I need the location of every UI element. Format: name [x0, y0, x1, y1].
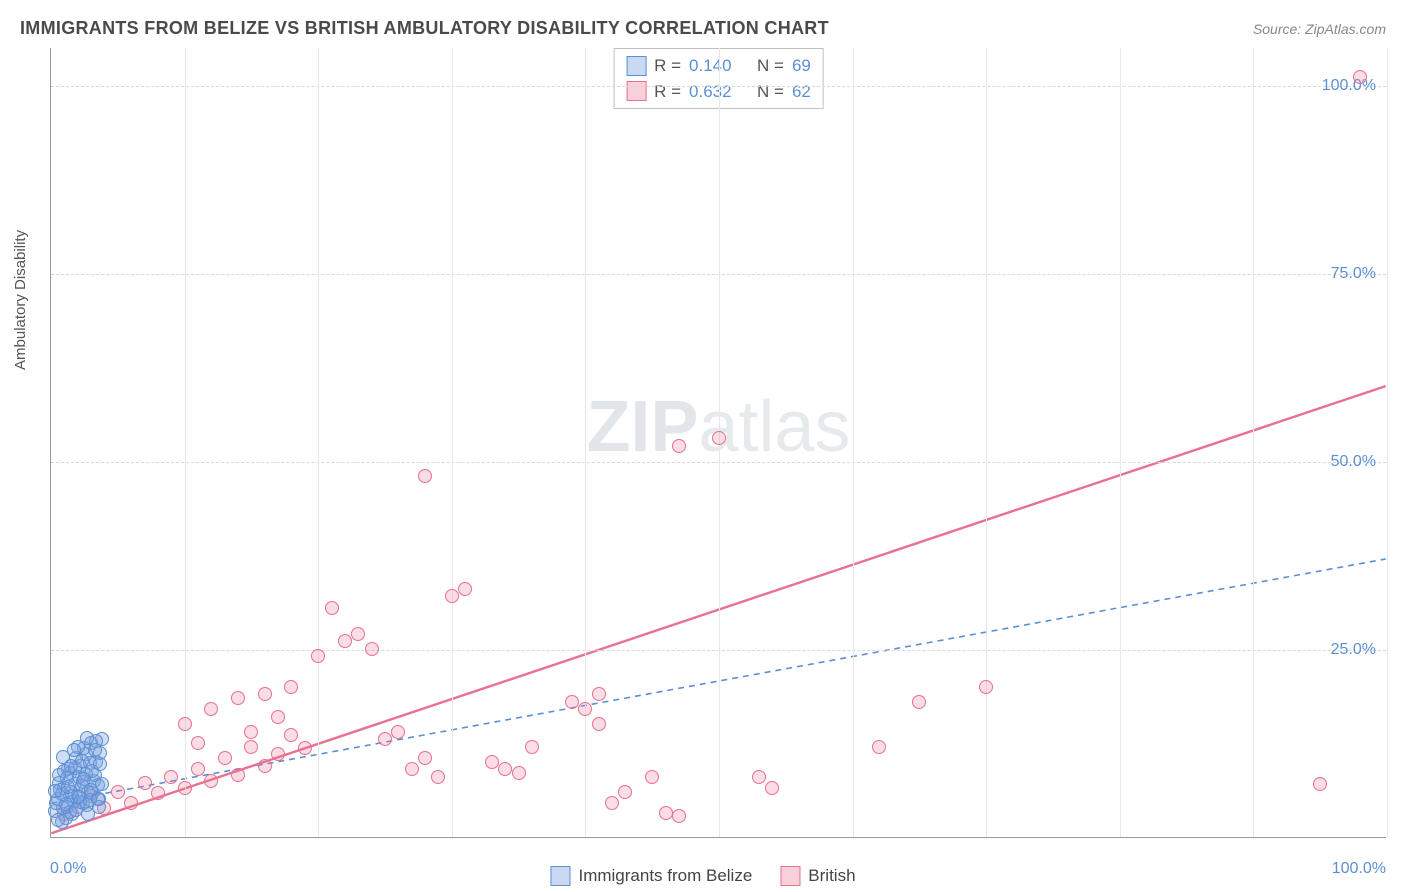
scatter-point-pink — [605, 796, 619, 810]
chart-title: IMMIGRANTS FROM BELIZE VS BRITISH AMBULA… — [20, 18, 829, 39]
scatter-point-pink — [191, 736, 205, 750]
scatter-point-pink — [752, 770, 766, 784]
scatter-point-blue — [95, 777, 109, 791]
r-label: R = — [654, 79, 681, 105]
scatter-point-pink — [405, 762, 419, 776]
scatter-point-pink — [231, 768, 245, 782]
scatter-point-blue — [81, 807, 95, 821]
scatter-point-pink — [578, 702, 592, 716]
scatter-point-pink — [191, 762, 205, 776]
scatter-point-pink — [311, 649, 325, 663]
scatter-point-pink — [111, 785, 125, 799]
scatter-point-pink — [565, 695, 579, 709]
scatter-point-pink — [124, 796, 138, 810]
scatter-point-pink — [765, 781, 779, 795]
scatter-point-blue — [88, 743, 102, 757]
gridline-v — [1253, 48, 1254, 837]
scatter-point-blue — [93, 757, 107, 771]
scatter-point-pink — [418, 751, 432, 765]
legend-item-blue: Immigrants from Belize — [550, 866, 752, 886]
scatter-point-pink — [912, 695, 926, 709]
legend-label-blue: Immigrants from Belize — [578, 866, 752, 886]
scatter-point-pink — [485, 755, 499, 769]
n-label: N = — [757, 53, 784, 79]
scatter-point-pink — [244, 725, 258, 739]
scatter-point-pink — [645, 770, 659, 784]
y-axis-label: Ambulatory Disability — [12, 230, 29, 370]
scatter-point-pink — [284, 728, 298, 742]
scatter-point-pink — [258, 759, 272, 773]
scatter-point-pink — [164, 770, 178, 784]
y-tick-label: 75.0% — [1331, 265, 1376, 283]
scatter-point-pink — [325, 601, 339, 615]
bottom-legend: Immigrants from Belize British — [550, 866, 855, 886]
scatter-point-pink — [458, 582, 472, 596]
scatter-point-pink — [338, 634, 352, 648]
plot-area: ZIPatlas R = 0.140 N = 69 R = 0.632 N = … — [50, 48, 1386, 838]
gridline-v — [986, 48, 987, 837]
scatter-point-pink — [151, 786, 165, 800]
scatter-point-pink — [672, 809, 686, 823]
n-label: N = — [757, 79, 784, 105]
scatter-point-pink — [712, 431, 726, 445]
scatter-point-pink — [872, 740, 886, 754]
scatter-point-pink — [351, 627, 365, 641]
scatter-point-pink — [298, 741, 312, 755]
scatter-point-blue — [48, 784, 62, 798]
scatter-point-pink — [592, 687, 606, 701]
x-tick-origin: 0.0% — [50, 860, 86, 878]
scatter-point-blue — [91, 792, 105, 806]
scatter-point-pink — [672, 439, 686, 453]
y-tick-label: 50.0% — [1331, 453, 1376, 471]
scatter-point-pink — [178, 717, 192, 731]
scatter-point-pink — [525, 740, 539, 754]
source-label: Source: ZipAtlas.com — [1253, 21, 1386, 37]
scatter-point-pink — [1313, 777, 1327, 791]
scatter-point-pink — [618, 785, 632, 799]
r-value-blue: 0.140 — [689, 53, 732, 79]
scatter-point-pink — [498, 762, 512, 776]
swatch-pink — [780, 866, 800, 886]
scatter-point-pink — [258, 687, 272, 701]
scatter-point-pink — [204, 702, 218, 716]
scatter-point-pink — [1353, 70, 1367, 84]
scatter-point-pink — [391, 725, 405, 739]
y-tick-label: 100.0% — [1322, 77, 1376, 95]
n-value-blue: 69 — [792, 53, 811, 79]
scatter-point-pink — [271, 747, 285, 761]
scatter-point-pink — [284, 680, 298, 694]
scatter-point-pink — [979, 680, 993, 694]
gridline-v — [452, 48, 453, 837]
scatter-point-pink — [231, 691, 245, 705]
scatter-point-pink — [378, 732, 392, 746]
n-value-pink: 62 — [792, 79, 811, 105]
legend-item-pink: British — [780, 866, 855, 886]
gridline-v — [318, 48, 319, 837]
scatter-point-pink — [418, 469, 432, 483]
scatter-point-pink — [659, 806, 673, 820]
x-tick-max: 100.0% — [1332, 860, 1386, 878]
scatter-point-pink — [592, 717, 606, 731]
r-label: R = — [654, 53, 681, 79]
gridline-v — [1387, 48, 1388, 837]
scatter-point-pink — [271, 710, 285, 724]
swatch-blue — [626, 56, 646, 76]
scatter-point-pink — [244, 740, 258, 754]
scatter-point-pink — [365, 642, 379, 656]
scatter-point-pink — [431, 770, 445, 784]
r-value-pink: 0.632 — [689, 79, 732, 105]
legend-label-pink: British — [808, 866, 855, 886]
gridline-v — [853, 48, 854, 837]
scatter-point-pink — [218, 751, 232, 765]
swatch-blue — [550, 866, 570, 886]
gridline-v — [585, 48, 586, 837]
scatter-point-pink — [138, 776, 152, 790]
scatter-point-pink — [204, 774, 218, 788]
scatter-point-pink — [178, 781, 192, 795]
gridline-v — [1120, 48, 1121, 837]
swatch-pink — [626, 81, 646, 101]
scatter-point-pink — [512, 766, 526, 780]
scatter-point-pink — [445, 589, 459, 603]
y-tick-label: 25.0% — [1331, 641, 1376, 659]
